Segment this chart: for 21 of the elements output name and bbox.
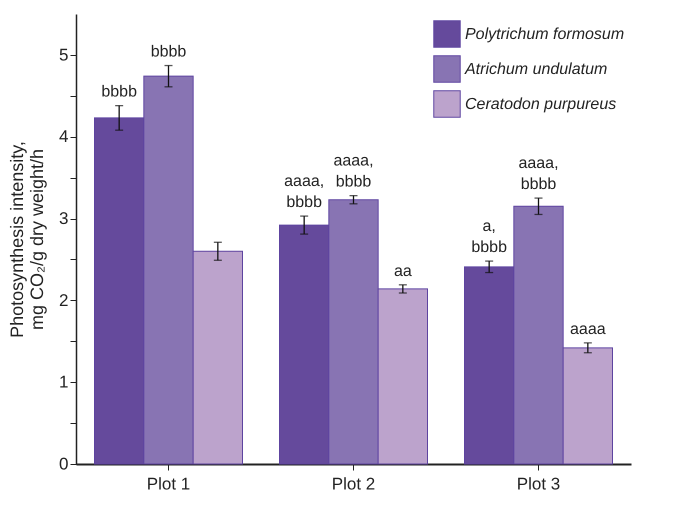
legend-label: Polytrichum formosum <box>465 26 624 43</box>
y-tick-label: 0 <box>59 454 68 474</box>
legend-label: Ceratodon purpureus <box>465 96 616 113</box>
x-tick-label: Plot 1 <box>146 474 190 494</box>
data-label: aaaa <box>570 320 606 338</box>
data-label: bbbb <box>150 44 186 61</box>
x-tick-label: Plot 3 <box>516 474 560 494</box>
x-tick-label: Plot 2 <box>332 474 376 494</box>
data-label: bbbb <box>101 84 138 101</box>
y-tick-label: 5 <box>59 45 68 64</box>
data-label: aa <box>394 262 412 280</box>
y-tick-label: 3 <box>59 209 68 228</box>
y-tick-label: 4 <box>59 127 68 146</box>
legend-label: Atrichum undulatum <box>464 61 608 78</box>
y-axis-title: Photosynthesis intensity, mg CO₂/g dry weight/h <box>7 141 48 338</box>
text: aaaa, bbbb <box>284 173 324 212</box>
text: aaaa, bbbb <box>518 155 559 194</box>
text: aaaa, bbbb <box>333 152 374 191</box>
text: a, bbbb <box>471 218 507 256</box>
y-tick-label: 2 <box>59 290 68 310</box>
y-tick-label: 1 <box>59 372 68 392</box>
